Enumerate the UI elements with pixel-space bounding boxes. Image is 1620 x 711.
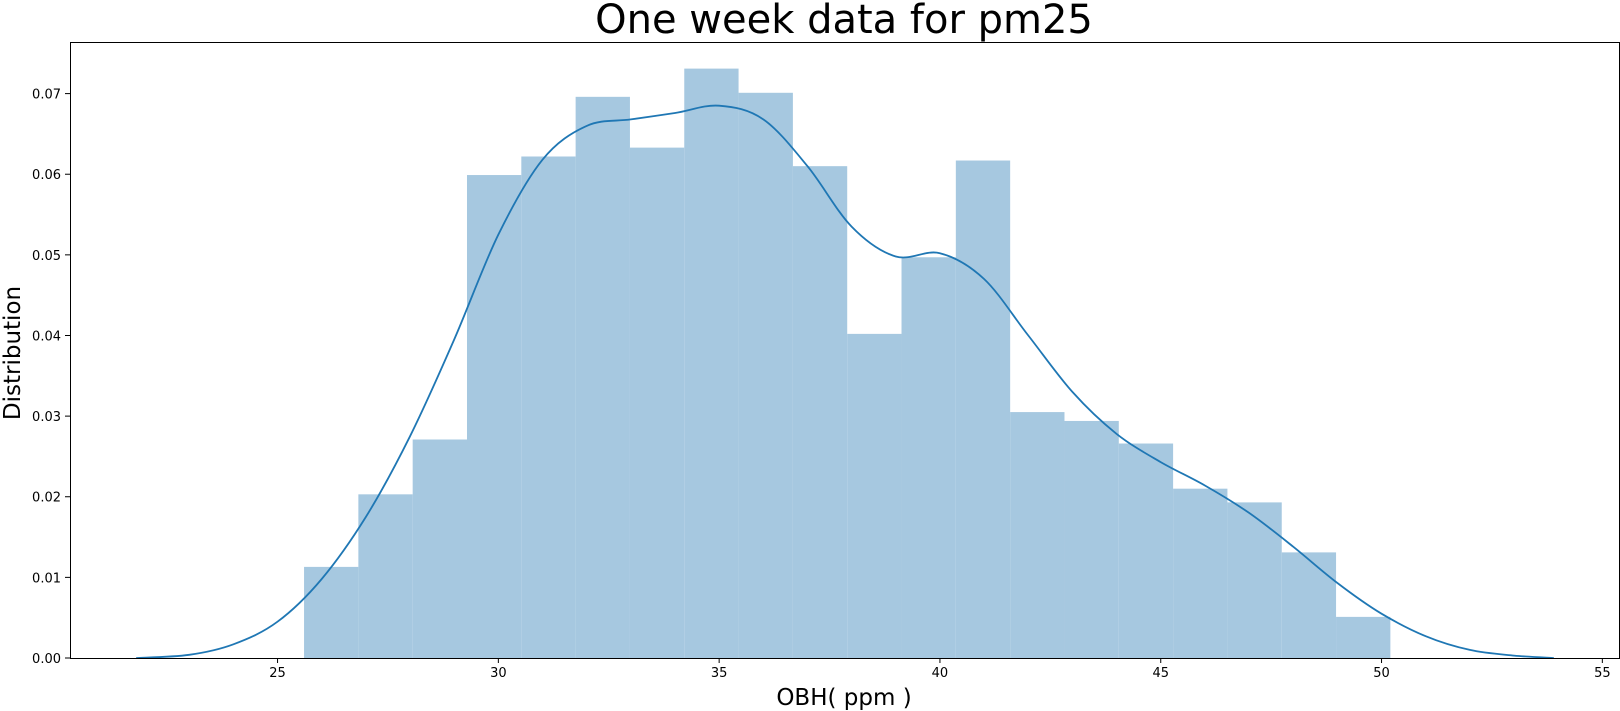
histogram-bar bbox=[1118, 443, 1174, 658]
y-tick-label: 0.06 bbox=[32, 168, 61, 183]
histogram-bar bbox=[358, 494, 413, 658]
y-axis-ticks: 0.00 0.01 0.02 0.03 0.04 0.05 0.06 0.07 bbox=[32, 88, 70, 667]
histogram-bar bbox=[521, 156, 576, 659]
chart-title: One week data for pm25 bbox=[595, 0, 1093, 43]
histogram-bar bbox=[304, 566, 359, 658]
x-axis-ticks: 25 30 35 40 45 50 55 bbox=[269, 658, 1611, 681]
histogram-bar bbox=[629, 147, 685, 658]
y-tick-label: 0.02 bbox=[32, 491, 61, 506]
y-tick-label: 0.00 bbox=[32, 652, 61, 667]
x-tick-label: 45 bbox=[1152, 666, 1169, 681]
histogram-bar bbox=[738, 92, 793, 658]
y-tick-label: 0.05 bbox=[32, 249, 61, 264]
y-tick-label: 0.01 bbox=[32, 571, 61, 586]
x-tick-label: 55 bbox=[1594, 666, 1611, 681]
x-tick-label: 30 bbox=[490, 666, 507, 681]
y-axis-title: Distribution bbox=[0, 286, 26, 420]
y-tick-label: 0.04 bbox=[32, 329, 61, 344]
y-tick-label: 0.07 bbox=[32, 88, 61, 103]
x-tick-label: 40 bbox=[932, 666, 949, 681]
histogram-bar bbox=[847, 333, 902, 658]
histogram-bar bbox=[466, 175, 522, 658]
histogram-bar bbox=[955, 160, 1011, 658]
histogram-bar bbox=[1281, 552, 1337, 658]
kde-curve bbox=[136, 104, 1554, 659]
histogram-bar bbox=[1227, 502, 1282, 658]
histogram-bar bbox=[792, 166, 848, 658]
x-axis-title: OBH( ppm ) bbox=[776, 685, 911, 711]
histogram-bar bbox=[901, 257, 956, 658]
histogram-bar bbox=[684, 68, 739, 659]
histogram-bar bbox=[1173, 488, 1228, 658]
histogram-bars bbox=[304, 68, 1391, 659]
histogram-bar bbox=[1064, 420, 1119, 658]
histogram-bar bbox=[1010, 412, 1065, 658]
y-tick-label: 0.03 bbox=[32, 410, 61, 425]
x-tick-label: 25 bbox=[269, 666, 286, 681]
x-tick-label: 50 bbox=[1373, 666, 1390, 681]
x-tick-label: 35 bbox=[711, 666, 728, 681]
histogram-bar bbox=[575, 96, 630, 659]
histogram-bar bbox=[412, 439, 467, 658]
histogram-bar bbox=[1336, 616, 1391, 658]
